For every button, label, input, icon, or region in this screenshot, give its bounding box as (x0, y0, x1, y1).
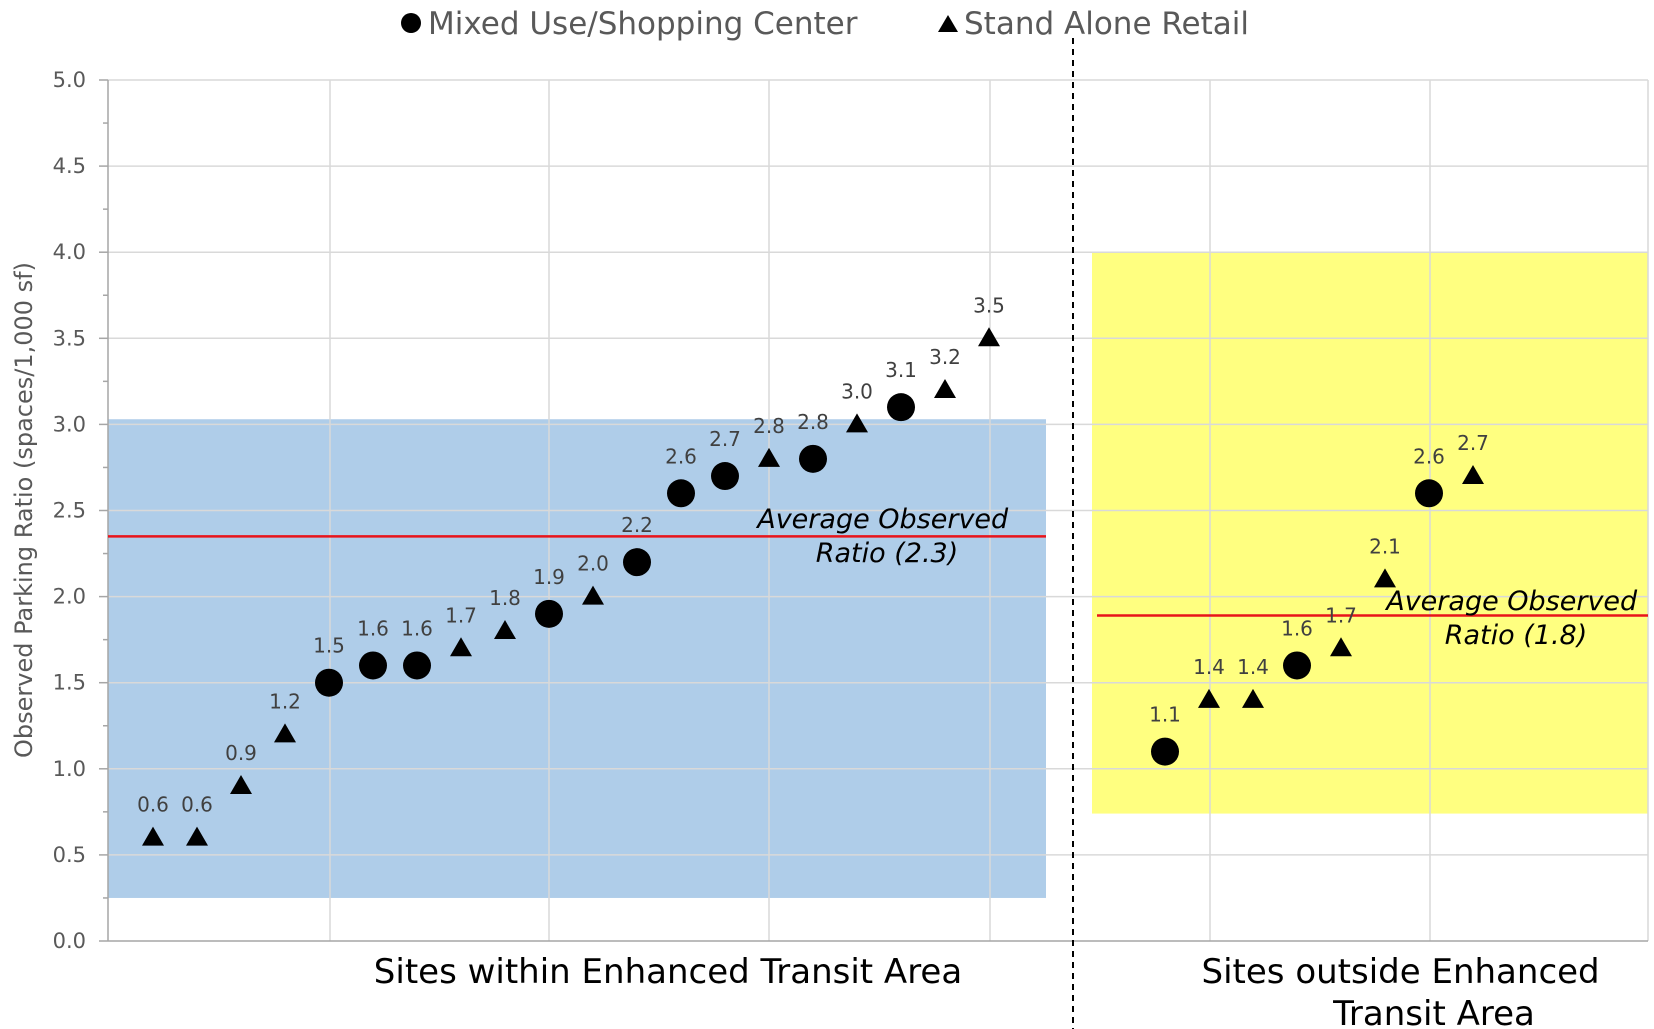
y-tick-label: 3.5 (53, 326, 86, 350)
y-axis-title: Observed Parking Ratio (spaces/1,000 sf) (10, 262, 38, 758)
point-circle (711, 462, 739, 491)
point-triangle (978, 327, 1000, 347)
y-tick-label: 3.0 (53, 412, 86, 436)
point-triangle (186, 826, 208, 846)
point-value-label: 2.6 (665, 444, 697, 468)
point-triangle (934, 378, 956, 398)
point-value-label: 1.6 (1281, 616, 1313, 640)
point-value-label: 3.0 (841, 379, 873, 403)
point-triangle (450, 637, 472, 657)
point-circle (403, 651, 431, 680)
y-tick-label: 5.0 (53, 68, 86, 92)
average-label-outside: Average Observed Ratio (1.8) (1384, 586, 1646, 651)
point-triangle (1242, 688, 1264, 708)
point-value-label: 2.6 (1413, 444, 1445, 468)
y-tick-label: 2.5 (53, 499, 86, 523)
legend-label-mixed-use: Mixed Use/Shopping Center (428, 6, 858, 42)
point-value-label: 0.6 (137, 793, 169, 817)
point-circle (887, 393, 915, 422)
y-tick-label: 1.5 (53, 671, 86, 695)
point-triangle (274, 723, 296, 743)
point-value-label: 1.9 (533, 565, 565, 589)
group-label-outside-line2: Transit Area (1332, 994, 1535, 1029)
y-tick-label: 4.0 (53, 240, 86, 264)
y-tick-label: 0.0 (53, 929, 86, 953)
point-circle (667, 479, 695, 508)
point-triangle (582, 585, 604, 605)
point-value-label: 1.4 (1237, 655, 1269, 679)
point-value-label: 1.6 (401, 616, 433, 640)
data-points (142, 327, 1484, 846)
point-value-label: 3.2 (929, 345, 961, 369)
point-value-label: 1.5 (313, 634, 345, 658)
gridlines (108, 79, 1649, 941)
data-labels: 0.6 0.6 0.9 1.2 1.5 1.6 1.6 1.7 1.8 1.9 2.0 2.2 2.6 2… (137, 293, 1489, 816)
point-triangle (1462, 465, 1484, 485)
average-label-outside-line1: Average Observed (1384, 586, 1638, 617)
point-value-label: 1.7 (445, 603, 477, 627)
group-label-outside-line1: Sites outside Enhanced (1202, 952, 1600, 992)
point-triangle (494, 620, 516, 640)
average-label-within-line2: Ratio (2.3) (816, 538, 959, 569)
band-1 (1092, 252, 1648, 814)
y-tick-label: 1.0 (53, 757, 86, 781)
average-label-within: Average Observed Ratio (2.3) (755, 504, 1017, 569)
point-triangle (1330, 637, 1352, 657)
point-value-label: 0.9 (225, 741, 257, 765)
average-lines (108, 535, 1648, 617)
average-label-outside-line2: Ratio (1.8) (1445, 620, 1588, 651)
point-value-label: 1.7 (1325, 603, 1357, 627)
legend-circle-marker (401, 13, 421, 33)
point-circle (1283, 651, 1311, 680)
point-triangle (1198, 688, 1220, 708)
highlight-bands (108, 252, 1648, 898)
point-circle (359, 651, 387, 680)
y-tick-label: 2.0 (53, 585, 86, 609)
group-label-within: Sites within Enhanced Transit Area (374, 952, 962, 992)
point-circle (799, 444, 827, 473)
group-label-outside: Sites outside Enhanced Transit Area (1202, 952, 1611, 1029)
legend-triangle-marker (938, 15, 958, 32)
point-circle (1151, 737, 1179, 766)
point-triangle (230, 775, 252, 795)
legend: Mixed Use/Shopping Center Stand Alone Re… (401, 6, 1249, 42)
point-value-label: 1.8 (489, 586, 521, 610)
point-triangle (142, 826, 164, 846)
point-value-label: 1.4 (1193, 655, 1225, 679)
point-value-label: 1.2 (269, 689, 301, 713)
point-value-label: 1.6 (357, 616, 389, 640)
point-value-label: 3.1 (885, 358, 917, 382)
point-circle (623, 548, 651, 577)
y-tick-label: 4.5 (53, 154, 86, 178)
point-value-label: 1.1 (1149, 703, 1181, 727)
point-value-label: 0.6 (181, 793, 213, 817)
point-circle (535, 599, 563, 628)
point-value-label: 2.1 (1369, 534, 1401, 558)
point-value-label: 2.2 (621, 513, 653, 537)
point-value-label: 2.8 (753, 414, 785, 438)
average-label-within-line1: Average Observed (755, 504, 1009, 535)
axes: 0.0 0.5 1.0 1.5 2.0 2.5 3.0 3.5 4.0 4.5 5.0 (53, 68, 1648, 953)
point-value-label: 2.8 (797, 410, 829, 434)
point-value-label: 2.7 (709, 427, 741, 451)
point-value-label: 2.7 (1457, 431, 1489, 455)
y-tick-label: 0.5 (53, 843, 86, 867)
legend-label-stand-alone: Stand Alone Retail (964, 6, 1249, 42)
point-circle (1415, 479, 1443, 508)
point-value-label: 3.5 (973, 293, 1005, 317)
point-triangle (758, 447, 780, 467)
point-value-label: 2.0 (577, 552, 609, 576)
point-triangle (846, 413, 868, 433)
point-triangle (1374, 568, 1396, 588)
point-circle (315, 668, 343, 697)
band-0 (108, 419, 1046, 898)
